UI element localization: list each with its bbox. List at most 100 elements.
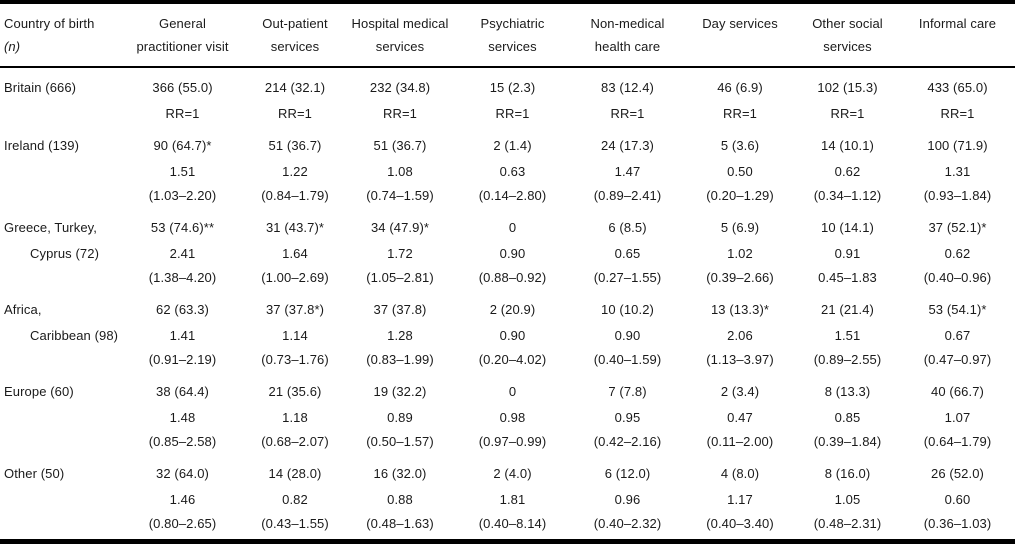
confidence-interval-cell: (0.40–3.40) <box>706 516 774 531</box>
row-label: Ireland (139) <box>4 137 80 153</box>
confidence-interval-cell: (0.68–2.07) <box>261 434 329 449</box>
confidence-interval-cell: (0.84–1.79) <box>261 188 329 203</box>
value-cell: 53 (74.6)** <box>150 219 215 235</box>
value-cell: 10 (10.2) <box>601 301 654 317</box>
confidence-interval-cell: (0.36–1.03) <box>923 516 992 531</box>
confidence-interval-cell: 0.45–1.83 <box>818 270 877 285</box>
relative-risk-cell: 0.85 <box>834 410 861 425</box>
relative-risk-cell: RR=1 <box>278 106 312 121</box>
value-cell: 34 (47.9)* <box>370 219 430 235</box>
column-header-line2: services <box>488 39 537 54</box>
value-cell: 90 (64.7)* <box>153 137 212 153</box>
confidence-interval-cell: (0.11–2.00) <box>706 434 774 449</box>
total-value-cell: 163 (15.0) <box>795 536 900 539</box>
header-row: Country of birth (n) General practitioner v… <box>0 4 1015 68</box>
confidence-interval-cell: (0.47–0.97) <box>923 352 992 367</box>
confidence-interval-cell: (1.03–2.20) <box>148 188 217 203</box>
column-header: Country of birth (n) <box>0 4 120 68</box>
value-cell: 37 (37.8*) <box>265 301 325 317</box>
value-cell: 14 (28.0) <box>268 465 322 481</box>
total-row: Total (1085)641 (59.2)336 (33.8) 20 (1.9)… <box>0 536 1015 539</box>
column-header: Hospital medical services <box>345 4 455 68</box>
confidence-interval-cell: (0.20–1.29) <box>706 188 774 203</box>
confidence-interval-cell: (0.83–1.99) <box>366 352 434 367</box>
confidence-interval-cell: (0.40–2.32) <box>593 516 662 531</box>
country-row-rr: Caribbean (98) 1.41 1.14 1.28 0.90 0.90 2.06 1.… <box>0 324 1015 348</box>
confidence-interval-cell: (0.89–2.55) <box>813 352 882 367</box>
country-row-ci: (0.91–2.19) (0.73–1.76) (0.83–1.99) (0.20–4… <box>0 348 1015 372</box>
row-label: Britain (666) <box>4 79 77 95</box>
value-cell: 102 (15.3) <box>817 79 878 95</box>
value-cell: 214 (32.1) <box>264 79 326 95</box>
value-cell: 21 (21.4) <box>821 301 874 317</box>
value-cell: 31 (43.7)* <box>265 219 325 235</box>
total-value-cell: 75 (6.9) <box>685 536 795 539</box>
value-cell: 5 (3.6) <box>720 137 760 153</box>
row-label-empty <box>0 348 120 372</box>
column-header-line2: health care <box>594 39 661 54</box>
table-header: Country of birth (n) General practitioner v… <box>0 4 1015 68</box>
service-use-by-country-table: Country of birth (n) General practitioner v… <box>0 4 1015 539</box>
column-header-line2: services <box>823 39 872 54</box>
column-header-line2: services <box>270 39 320 54</box>
value-cell: 7 (7.8) <box>608 383 647 399</box>
confidence-interval-cell: (1.05–2.81) <box>366 270 434 285</box>
value-cell: 0 <box>508 383 517 399</box>
column-header: Psychiatric services <box>455 4 570 68</box>
confidence-interval-cell: (0.48–2.31) <box>813 516 882 531</box>
country-row-values: Greece, Turkey, 53 (74.6)** 31 (43.7)* 34 (… <box>0 208 1015 242</box>
relative-risk-cell: 1.51 <box>834 328 861 343</box>
relative-risk-cell: 1.64 <box>282 246 308 261</box>
row-label-line2 <box>0 488 120 512</box>
column-header-line2: practitioner visit <box>136 39 229 54</box>
relative-risk-cell: 1.46 <box>169 492 196 507</box>
value-cell: 83 (12.4) <box>601 79 654 95</box>
column-header: Other social services <box>795 4 900 68</box>
country-row-ci: (0.80–2.65) (0.43–1.55) (0.48–1.63) (0.40–8… <box>0 512 1015 536</box>
total-value-cell: 689 (63.6) <box>900 536 1015 539</box>
confidence-interval-cell: (0.40–0.96) <box>923 270 992 285</box>
relative-risk-cell: 1.72 <box>387 246 413 261</box>
table-total-section: Total (1085)641 (59.2)336 (33.8) 20 (1.9)… <box>0 536 1015 539</box>
relative-risk-cell: RR=1 <box>830 106 865 121</box>
value-cell: 2 (4.0) <box>493 465 532 481</box>
value-cell: 37 (52.1)* <box>928 219 987 235</box>
country-row-values: Other (50) 32 (64.0) 14 (28.0) 16 (32.0) 2 (… <box>0 454 1015 488</box>
value-cell: 6 (12.0) <box>604 465 651 481</box>
country-row-values: Ireland (139) 90 (64.7)* 51 (36.7) 51 (36.7… <box>0 126 1015 160</box>
row-label-empty <box>0 266 120 290</box>
total-row-label: Total (1085) <box>0 536 120 539</box>
relative-risk-cell: 1.41 <box>169 328 196 343</box>
confidence-interval-cell: (0.85–2.58) <box>148 434 217 449</box>
relative-risk-cell: RR=1 <box>383 106 417 121</box>
value-cell: 26 (52.0) <box>931 465 984 481</box>
confidence-interval-cell: (0.40–8.14) <box>478 516 547 531</box>
total-value-cell: 336 (33.8) <box>245 536 345 539</box>
relative-risk-cell: 1.47 <box>614 164 641 179</box>
confidence-interval-cell: (0.27–1.55) <box>593 270 662 285</box>
row-label: Greece, Turkey, <box>4 219 98 235</box>
value-cell: 14 (10.1) <box>821 137 874 153</box>
confidence-interval-cell: (0.97–0.99) <box>478 434 547 449</box>
column-header-line1: Hospital medical <box>351 16 449 31</box>
relative-risk-cell: RR=1 <box>495 106 530 121</box>
column-header: Informal care <box>900 4 1015 68</box>
relative-risk-cell: 0.91 <box>834 246 861 261</box>
value-cell: 16 (32.0) <box>373 465 427 481</box>
country-row-ci: (1.03–2.20) (0.84–1.79) (0.74–1.59) (0.14–2… <box>0 184 1015 208</box>
confidence-interval-cell: (1.00–2.69) <box>261 270 329 285</box>
total-value-cell <box>345 536 455 539</box>
value-cell: 2 (3.4) <box>720 383 760 399</box>
row-label-line2: Cyprus (72) <box>30 246 100 261</box>
confidence-interval-cell: (0.43–1.55) <box>261 516 329 531</box>
confidence-interval-cell: (0.80–2.65) <box>148 516 217 531</box>
value-cell: 51 (36.7) <box>268 137 322 153</box>
value-cell: 0 <box>508 219 517 235</box>
confidence-interval-cell: (0.50–1.57) <box>366 434 434 449</box>
relative-risk-cell: RR=1 <box>723 106 757 121</box>
value-cell: 8 (13.3) <box>824 383 871 399</box>
confidence-interval-cell: (0.89–2.41) <box>593 188 662 203</box>
value-cell: 100 (71.9) <box>927 137 988 153</box>
confidence-interval-cell: (0.40–1.59) <box>593 352 662 367</box>
country-row-rr: Cyprus (72) 2.41 1.64 1.72 0.90 0.65 1.02 0.91 0… <box>0 242 1015 266</box>
